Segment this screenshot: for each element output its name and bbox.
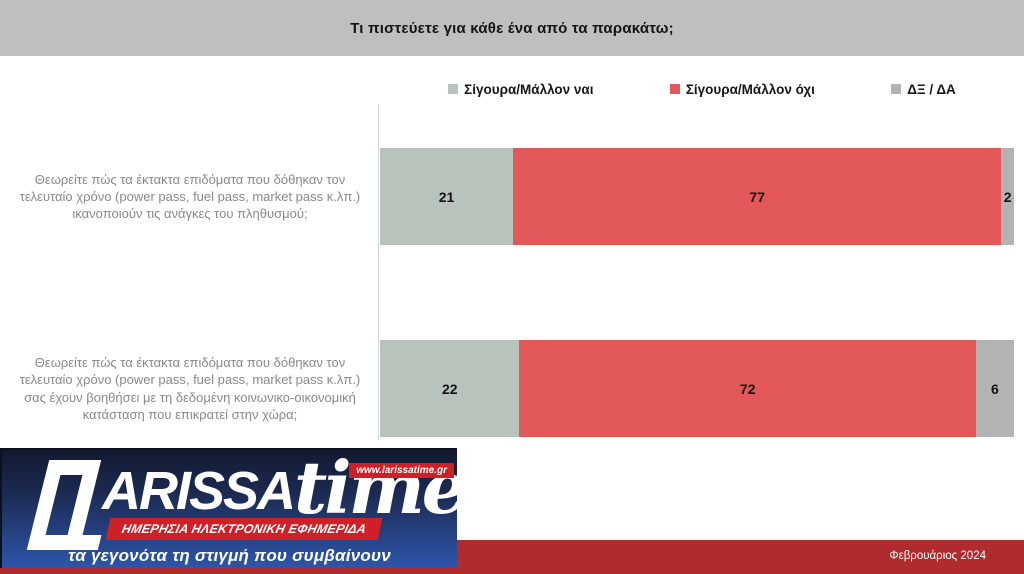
- logo-url-badge: www.larissatime.gr: [349, 463, 454, 478]
- category-label: Θεωρείτε πώς τα έκτακτα επιδόματα που δό…: [19, 171, 361, 222]
- legend-label: Σίγουρα/Μάλλον ναι: [464, 81, 594, 97]
- legend-item: Σίγουρα/Μάλλον όχι: [669, 81, 815, 97]
- bar-value-label: 72: [739, 380, 756, 397]
- bar-segment: 22: [380, 340, 520, 437]
- legend-label: Σίγουρα/Μάλλον όχι: [685, 81, 815, 97]
- survey-date: Φεβρουάριος 2024: [889, 550, 986, 562]
- chart-legend: Σίγουρα/Μάλλον ναι Σίγουρα/Μάλλον όχι ΔΞ /…: [380, 79, 1024, 99]
- logo-tagline: τα γεγονότα τη στιγμή που συμβαίνουν: [68, 546, 391, 565]
- bar-segment: 6: [975, 340, 1014, 437]
- y-axis-line: [378, 104, 379, 441]
- legend-swatch: [669, 84, 680, 94]
- legend-item: Σίγουρα/Μάλλον ναι: [448, 82, 593, 97]
- legend-item: ΔΞ / ΔΑ: [891, 82, 956, 97]
- bar-segment: 21: [380, 148, 514, 245]
- bar-segment: 77: [513, 148, 1002, 245]
- title-bar: Τι πιστεύετε για κάθε ένα από τα παρακάτ…: [0, 0, 1024, 56]
- bar-track: 21 77 2: [380, 148, 1014, 245]
- legend-swatch: [891, 84, 902, 94]
- bar-segment: 2: [1001, 148, 1014, 245]
- bar-value-label: 22: [441, 380, 458, 397]
- bar-value-label: 21: [438, 188, 455, 205]
- legend-label: ΔΞ / ΔΑ: [907, 81, 956, 97]
- larissatime-logo: ARISSA time www.larissatime.gr ΗΜΕΡΗΣΙΑ …: [0, 448, 457, 568]
- category-label: Θεωρείτε πώς τα έκτακτα επιδόματα που δό…: [19, 354, 361, 422]
- bar-value-label: 2: [1003, 188, 1012, 205]
- bar-track: 22 72 6: [380, 340, 1014, 437]
- bar-segment: 72: [519, 340, 976, 437]
- bar-value-label: 6: [991, 380, 999, 397]
- logo-letter-l-graphic: [26, 460, 111, 550]
- legend-swatch: [448, 84, 459, 94]
- chart-row: Θεωρείτε πώς τα έκτακτα επιδόματα που δό…: [0, 148, 1024, 245]
- chart-row: Θεωρείτε πώς τα έκτακτα επιδόματα που δό…: [0, 340, 1024, 437]
- logo-ribbon: ΗΜΕΡΗΣΙΑ ΗΛΕΚΤΡΟΝΙΚΗ ΕΦΗΜΕΡΙΔΑ: [105, 518, 383, 540]
- logo-brand-text: ARISSA: [102, 461, 296, 521]
- page-title: Τι πιστεύετε για κάθε ένα από τα παρακάτ…: [350, 19, 674, 37]
- bar-value-label: 77: [749, 188, 765, 205]
